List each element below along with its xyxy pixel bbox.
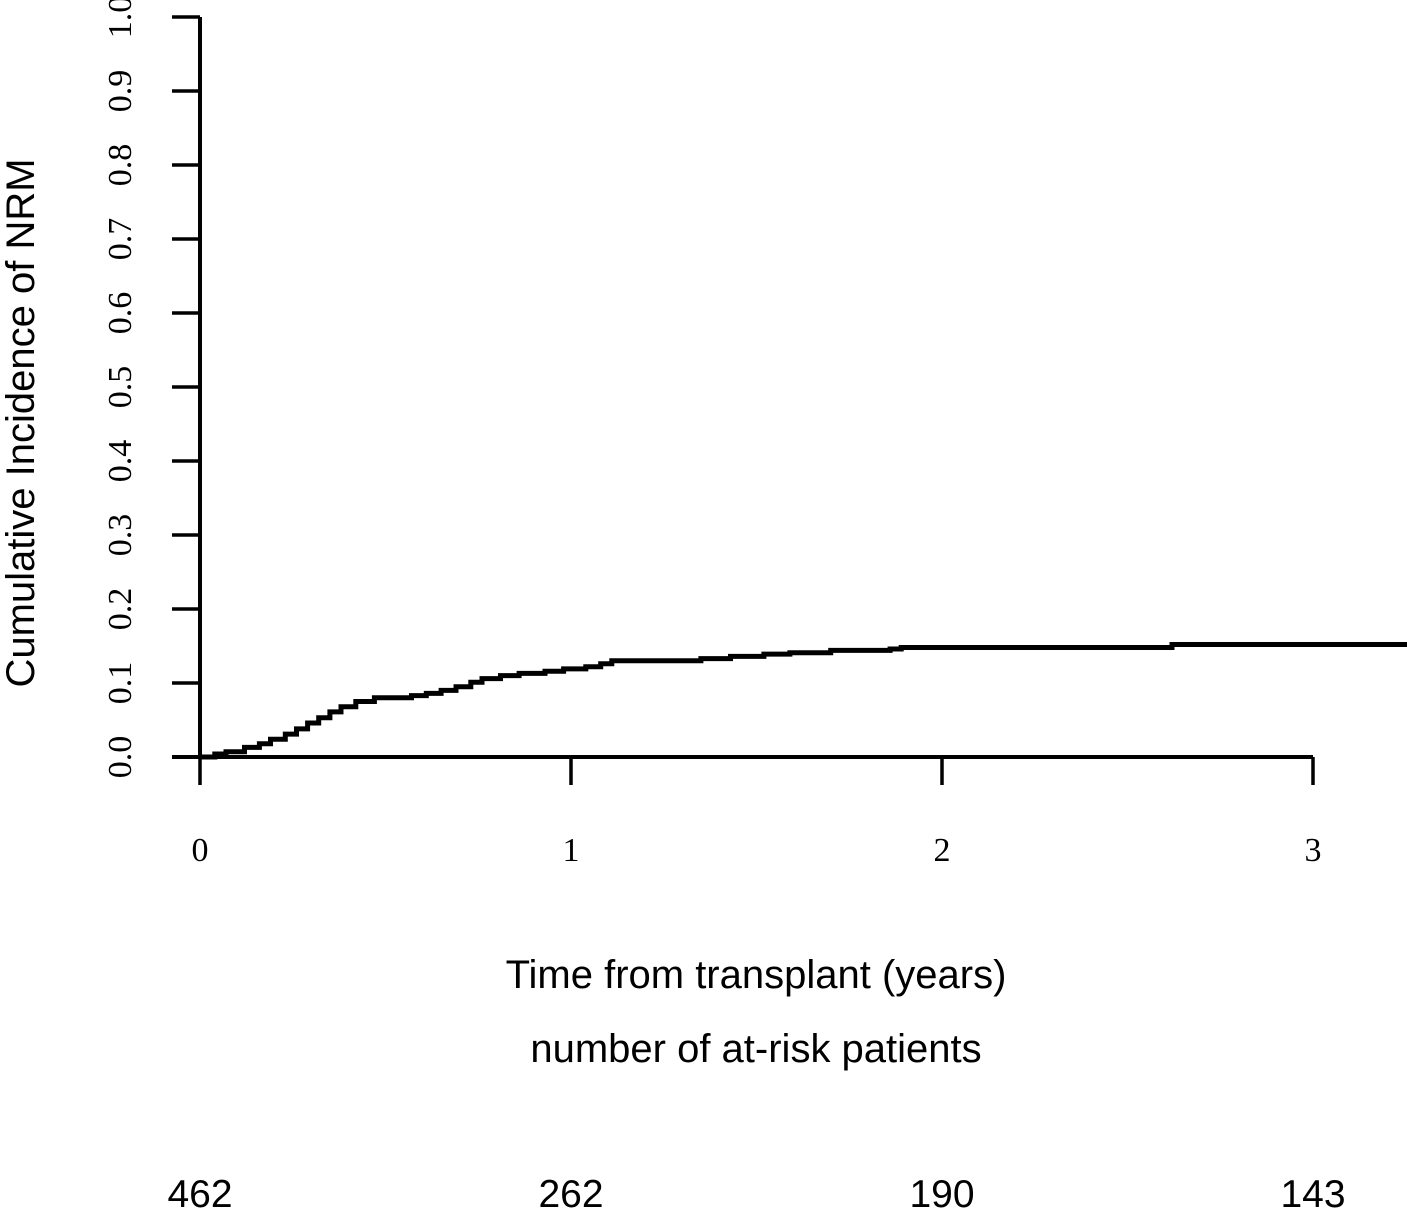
x-tick-label: 3 (1305, 832, 1322, 869)
at-risk-count: 262 (538, 1173, 603, 1210)
axes-layer (172, 15, 1315, 785)
y-tick-label: 0.9 (102, 70, 139, 113)
cumulative-incidence-curve (200, 642, 1407, 760)
x-tick-labels: 0 1 2 3 (192, 832, 1322, 869)
y-tick-label: 0.4 (102, 440, 139, 483)
x-tick-label: 2 (934, 832, 951, 869)
y-tick-label: 0.7 (102, 218, 139, 261)
y-tick-label: 0.0 (102, 736, 139, 779)
x-tick-label: 1 (563, 832, 580, 869)
y-tick-label: 0.6 (102, 292, 139, 335)
at-risk-table-title: number of at-risk patients (530, 1027, 981, 1071)
at-risk-count: 190 (909, 1173, 974, 1210)
x-tick-label: 0 (192, 832, 209, 869)
at-risk-counts: 462 262 190 143 (167, 1173, 1345, 1210)
at-risk-count: 143 (1280, 1173, 1345, 1210)
y-tick-label: 0.8 (102, 144, 139, 187)
y-tick-label: 0.1 (102, 662, 139, 705)
x-axis-title: Time from transplant (years) (506, 953, 1007, 997)
y-tick-label: 0.5 (102, 366, 139, 409)
y-tick-labels: 0.0 0.1 0.2 0.3 0.4 0.5 0.6 0.7 0.8 0.9 1.0 (102, 0, 139, 778)
y-tick-label: 0.3 (102, 514, 139, 557)
at-risk-count: 462 (167, 1173, 232, 1210)
y-axis-title: Cumulative Incidence of NRM (0, 158, 43, 687)
y-tick-label: 0.2 (102, 588, 139, 631)
y-tick-label: 1.0 (102, 0, 139, 38)
